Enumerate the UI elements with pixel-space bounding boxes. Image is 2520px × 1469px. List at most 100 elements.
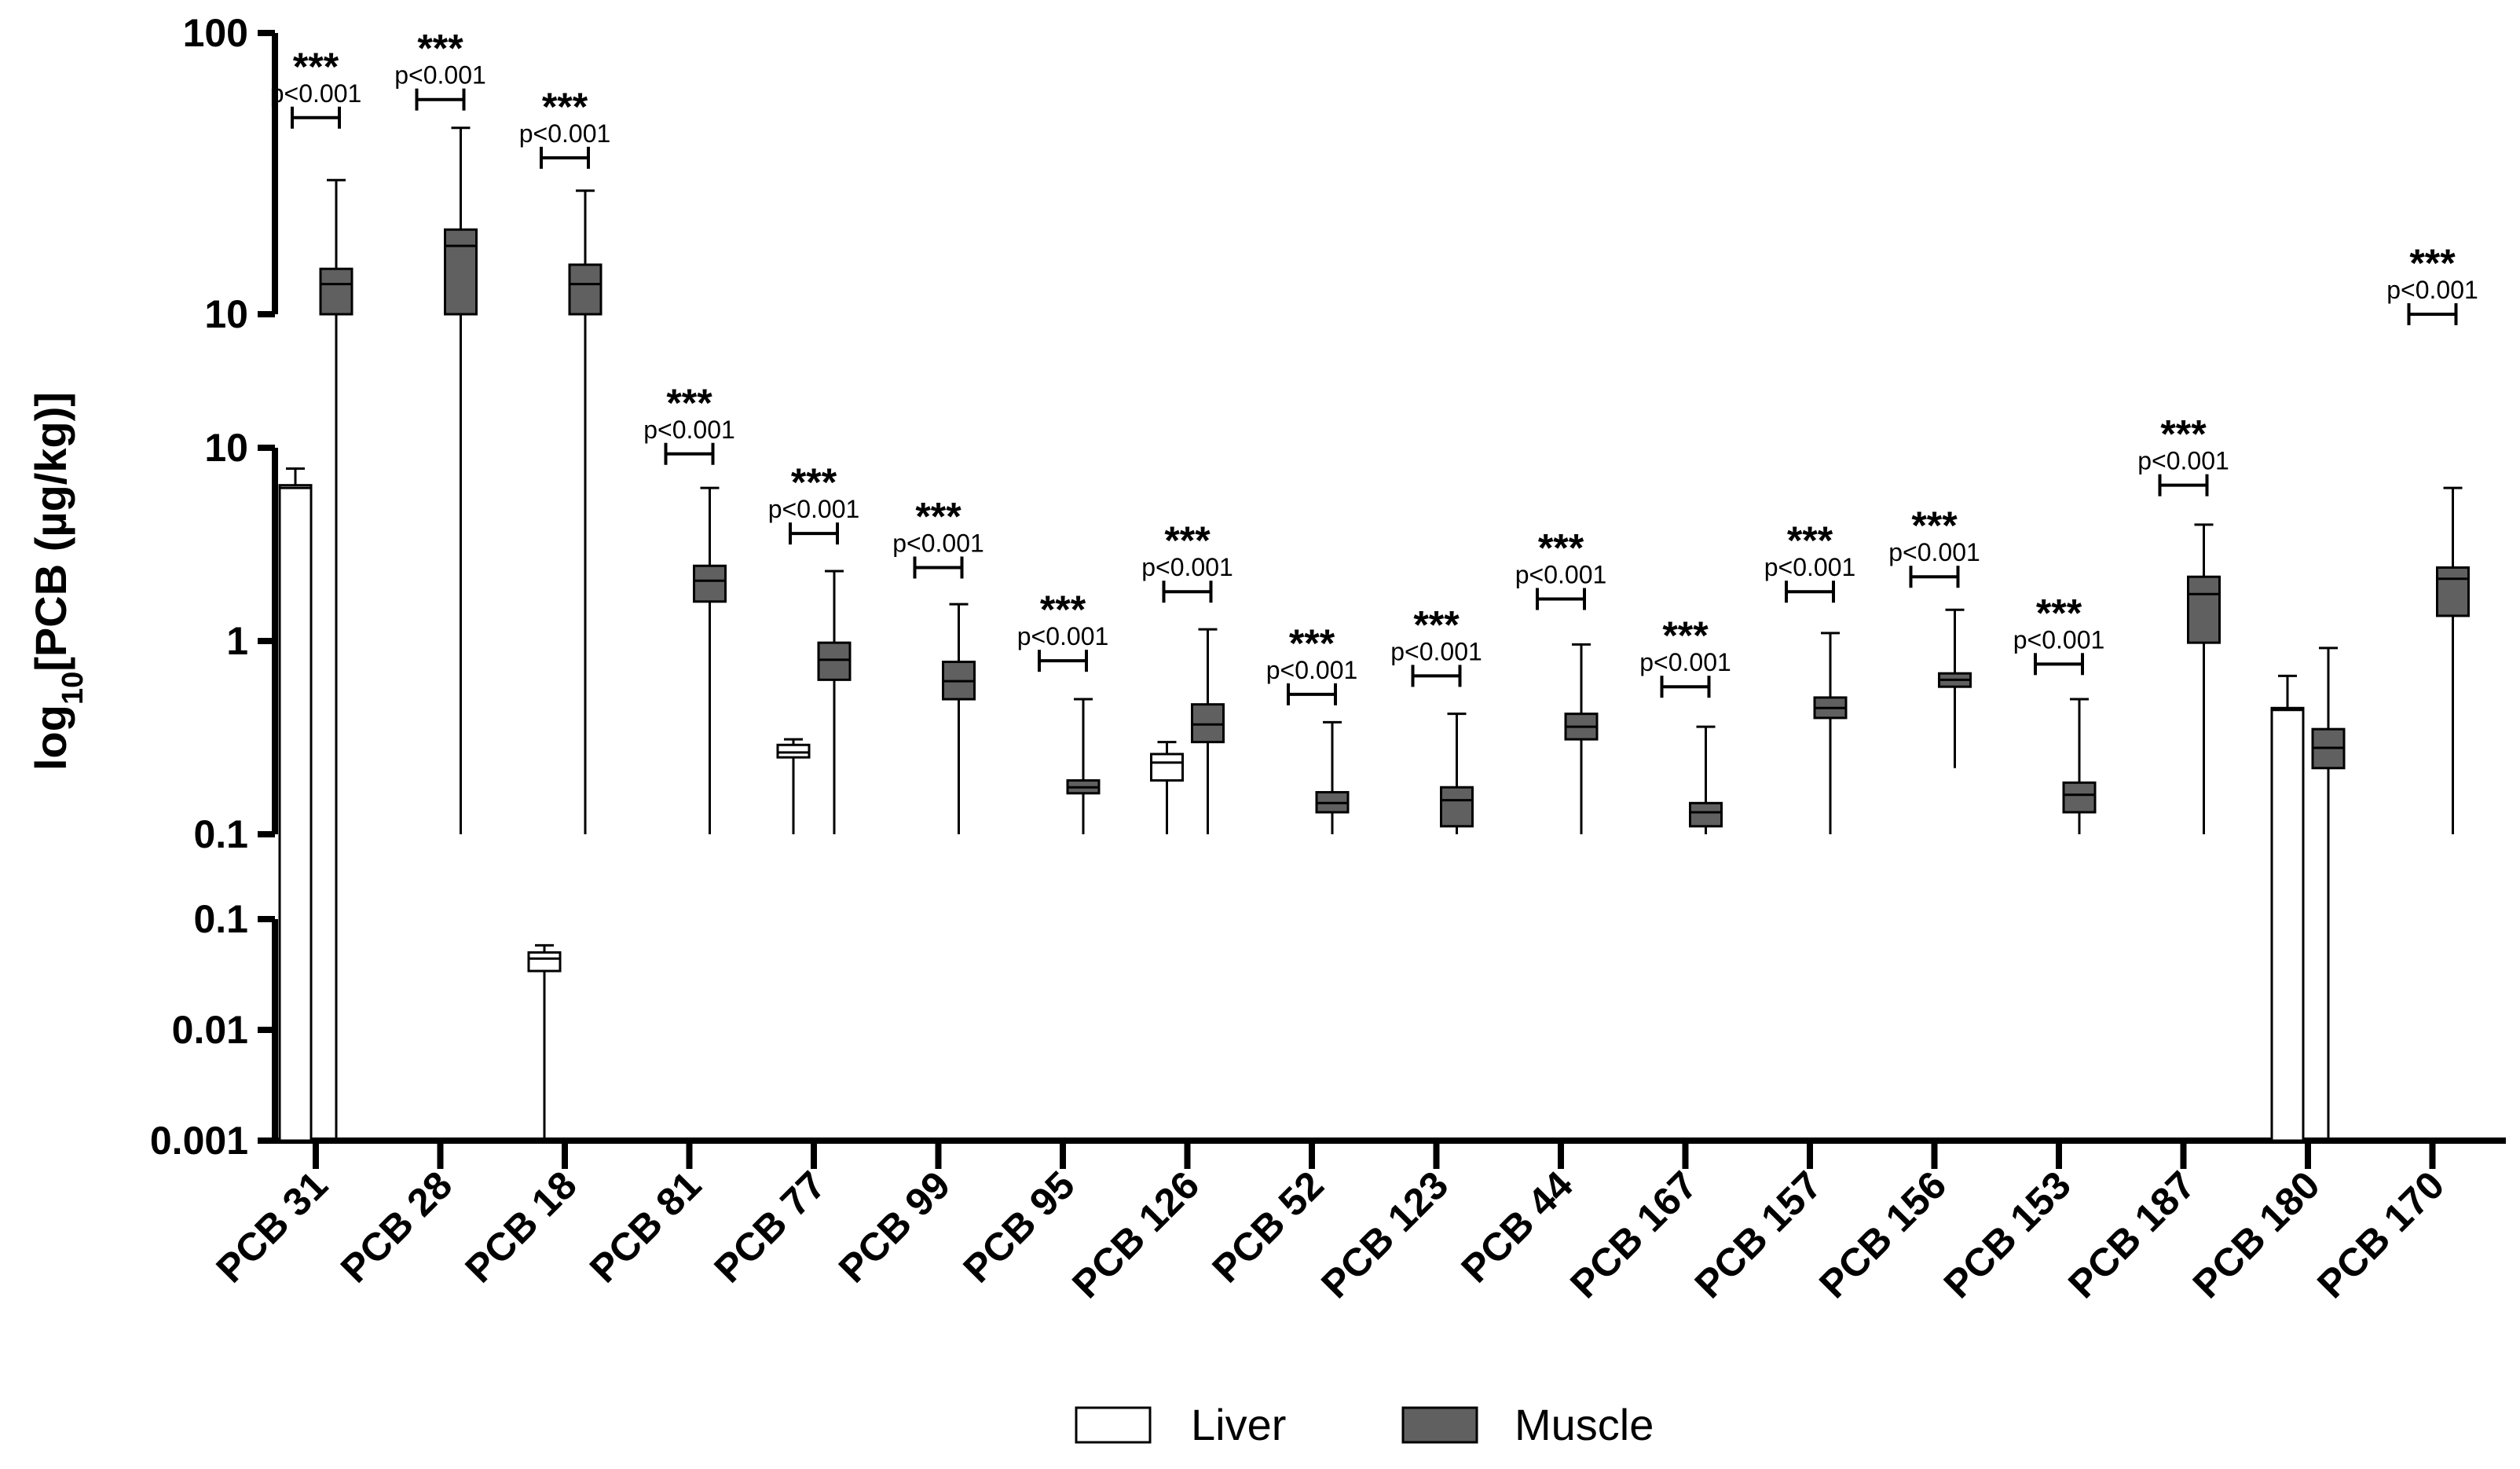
x-tick-label: PCB 28 [332, 1163, 460, 1291]
significance-pcb-126: ***p<0.001 [1141, 518, 1233, 603]
x-tick-label: PCB 170 [2309, 1163, 2452, 1306]
significance-stars: *** [1289, 621, 1335, 665]
muscle-box-pcb-31 [319, 178, 353, 1141]
y-tick-label: 0.001 [150, 1119, 248, 1163]
liver-box-pcb-180 [2270, 674, 2305, 1142]
legend-swatch-muscle [1401, 1406, 1478, 1444]
y-tick-label: 0.01 [172, 1008, 248, 1052]
y-tick-label: 10 [204, 426, 248, 470]
p-value-label: p<0.001 [1515, 560, 1607, 588]
muscle-box-pcb-18 [568, 189, 603, 834]
x-tick-label: PCB 31 [207, 1163, 335, 1291]
y-axis-label: log10[PCB (µg/kg)] [26, 392, 90, 771]
x-tick-label: PCB 52 [1203, 1163, 1331, 1291]
p-value-label: p<0.001 [768, 495, 860, 523]
box-rect [527, 951, 562, 973]
box-rect [2270, 706, 2305, 1142]
significance-stars: *** [1538, 526, 1584, 570]
x-tick-label: PCB 156 [1811, 1163, 1954, 1306]
p-value-label: p<0.001 [1764, 553, 1856, 581]
box-rect [1440, 786, 1474, 828]
significance-pcb-187: ***p<0.001 [2137, 412, 2229, 496]
x-tick-label: PCB 18 [456, 1163, 584, 1291]
muscle-box-pcb-81 [693, 486, 727, 834]
p-value-label: p<0.001 [2013, 625, 2105, 654]
muscle-box-pcb-167 [1689, 725, 1723, 834]
significance-pcb-157: ***p<0.001 [1764, 518, 1856, 603]
box-rect [2436, 566, 2470, 617]
muscle-box-pcb-157 [1813, 632, 1848, 834]
significance-stars: *** [915, 494, 961, 538]
y-tick-label: 0.1 [193, 812, 248, 856]
p-value-label: p<0.001 [1141, 553, 1233, 581]
y-tick-label: 0.1 [193, 897, 248, 941]
significance-stars: *** [417, 27, 463, 71]
box-rect [776, 743, 811, 759]
muscle-box-pcb-170 [2436, 486, 2470, 834]
significance-stars: *** [1662, 614, 1709, 658]
significance-pcb-123: ***p<0.001 [1390, 603, 1482, 687]
significance-stars: *** [1911, 504, 1958, 548]
significance-stars: *** [2409, 241, 2456, 285]
significance-pcb-18: ***p<0.001 [519, 85, 611, 169]
significance-stars: *** [1787, 518, 1833, 562]
muscle-box-pcb-99 [942, 603, 976, 834]
y-tick-label: 10 [204, 292, 248, 336]
box-rect [319, 267, 353, 316]
x-tick-label: PCB 153 [1936, 1163, 2079, 1306]
liver-box-pcb-31 [278, 467, 313, 1142]
box-rect [444, 228, 478, 316]
p-value-label: p<0.001 [1390, 637, 1482, 665]
muscle-box-pcb-156 [1938, 608, 1972, 768]
muscle-box-pcb-126 [1191, 628, 1225, 834]
muscle-box-pcb-28 [444, 126, 478, 834]
x-tick-label: PCB 167 [1562, 1163, 1705, 1306]
x-tick-label: PCB 157 [1687, 1163, 1830, 1306]
p-value-label: p<0.001 [1266, 656, 1358, 684]
significance-stars: *** [1040, 588, 1086, 632]
legend: Liver Muscle [1075, 1400, 1654, 1449]
significance-stars: *** [666, 381, 712, 425]
axes-group: 10 100 0.1 1 10 0.001 0.01 0.1 [150, 11, 2506, 1169]
p-value-label: p<0.001 [2137, 447, 2229, 475]
legend-swatch-liver [1075, 1406, 1152, 1444]
legend-label-muscle: Muscle [1515, 1400, 1654, 1449]
significance-pcb-31: ***p<0.001 [270, 45, 362, 129]
p-value-label: p<0.001 [892, 529, 984, 557]
legend-label-liver: Liver [1191, 1400, 1286, 1449]
annotations-group: ***p<0.001***p<0.001***p<0.001***p<0.001… [270, 27, 2478, 705]
significance-pcb-52: ***p<0.001 [1266, 621, 1358, 705]
significance-pcb-44: ***p<0.001 [1515, 526, 1607, 610]
significance-stars: *** [791, 460, 837, 504]
box-rect [693, 564, 727, 603]
p-value-label: p<0.001 [519, 119, 611, 148]
significance-pcb-99: ***p<0.001 [892, 494, 984, 579]
p-value-label: p<0.001 [394, 61, 486, 90]
muscle-box-pcb-44 [1564, 643, 1599, 834]
muscle-box-pcb-95 [1066, 698, 1101, 834]
significance-pcb-77: ***p<0.001 [768, 460, 860, 545]
x-tick-label: PCB 99 [830, 1163, 958, 1291]
x-tick-label: PCB 187 [2060, 1163, 2203, 1306]
p-value-label: p<0.001 [2386, 276, 2478, 304]
liver-box-pcb-18 [527, 943, 562, 1141]
significance-stars: *** [1413, 603, 1460, 647]
x-tick-label: PCB 44 [1452, 1163, 1581, 1291]
x-tick-label: PCB 95 [954, 1163, 1082, 1291]
box-rect [1689, 801, 1723, 828]
x-tick-label: PCB 126 [1064, 1163, 1207, 1306]
significance-pcb-156: ***p<0.001 [1888, 504, 1980, 588]
x-tick-label: PCB 180 [2185, 1163, 2328, 1306]
boxes-group [278, 126, 2470, 1142]
p-value-label: p<0.001 [1888, 538, 1980, 566]
muscle-box-pcb-153 [2062, 698, 2097, 834]
p-value-label: p<0.001 [270, 79, 362, 108]
significance-pcb-28: ***p<0.001 [394, 27, 486, 111]
liver-box-pcb-126 [1150, 741, 1184, 834]
y-tick-label: 1 [226, 619, 248, 663]
muscle-box-pcb-187 [2187, 523, 2221, 834]
significance-pcb-95: ***p<0.001 [1017, 588, 1108, 672]
